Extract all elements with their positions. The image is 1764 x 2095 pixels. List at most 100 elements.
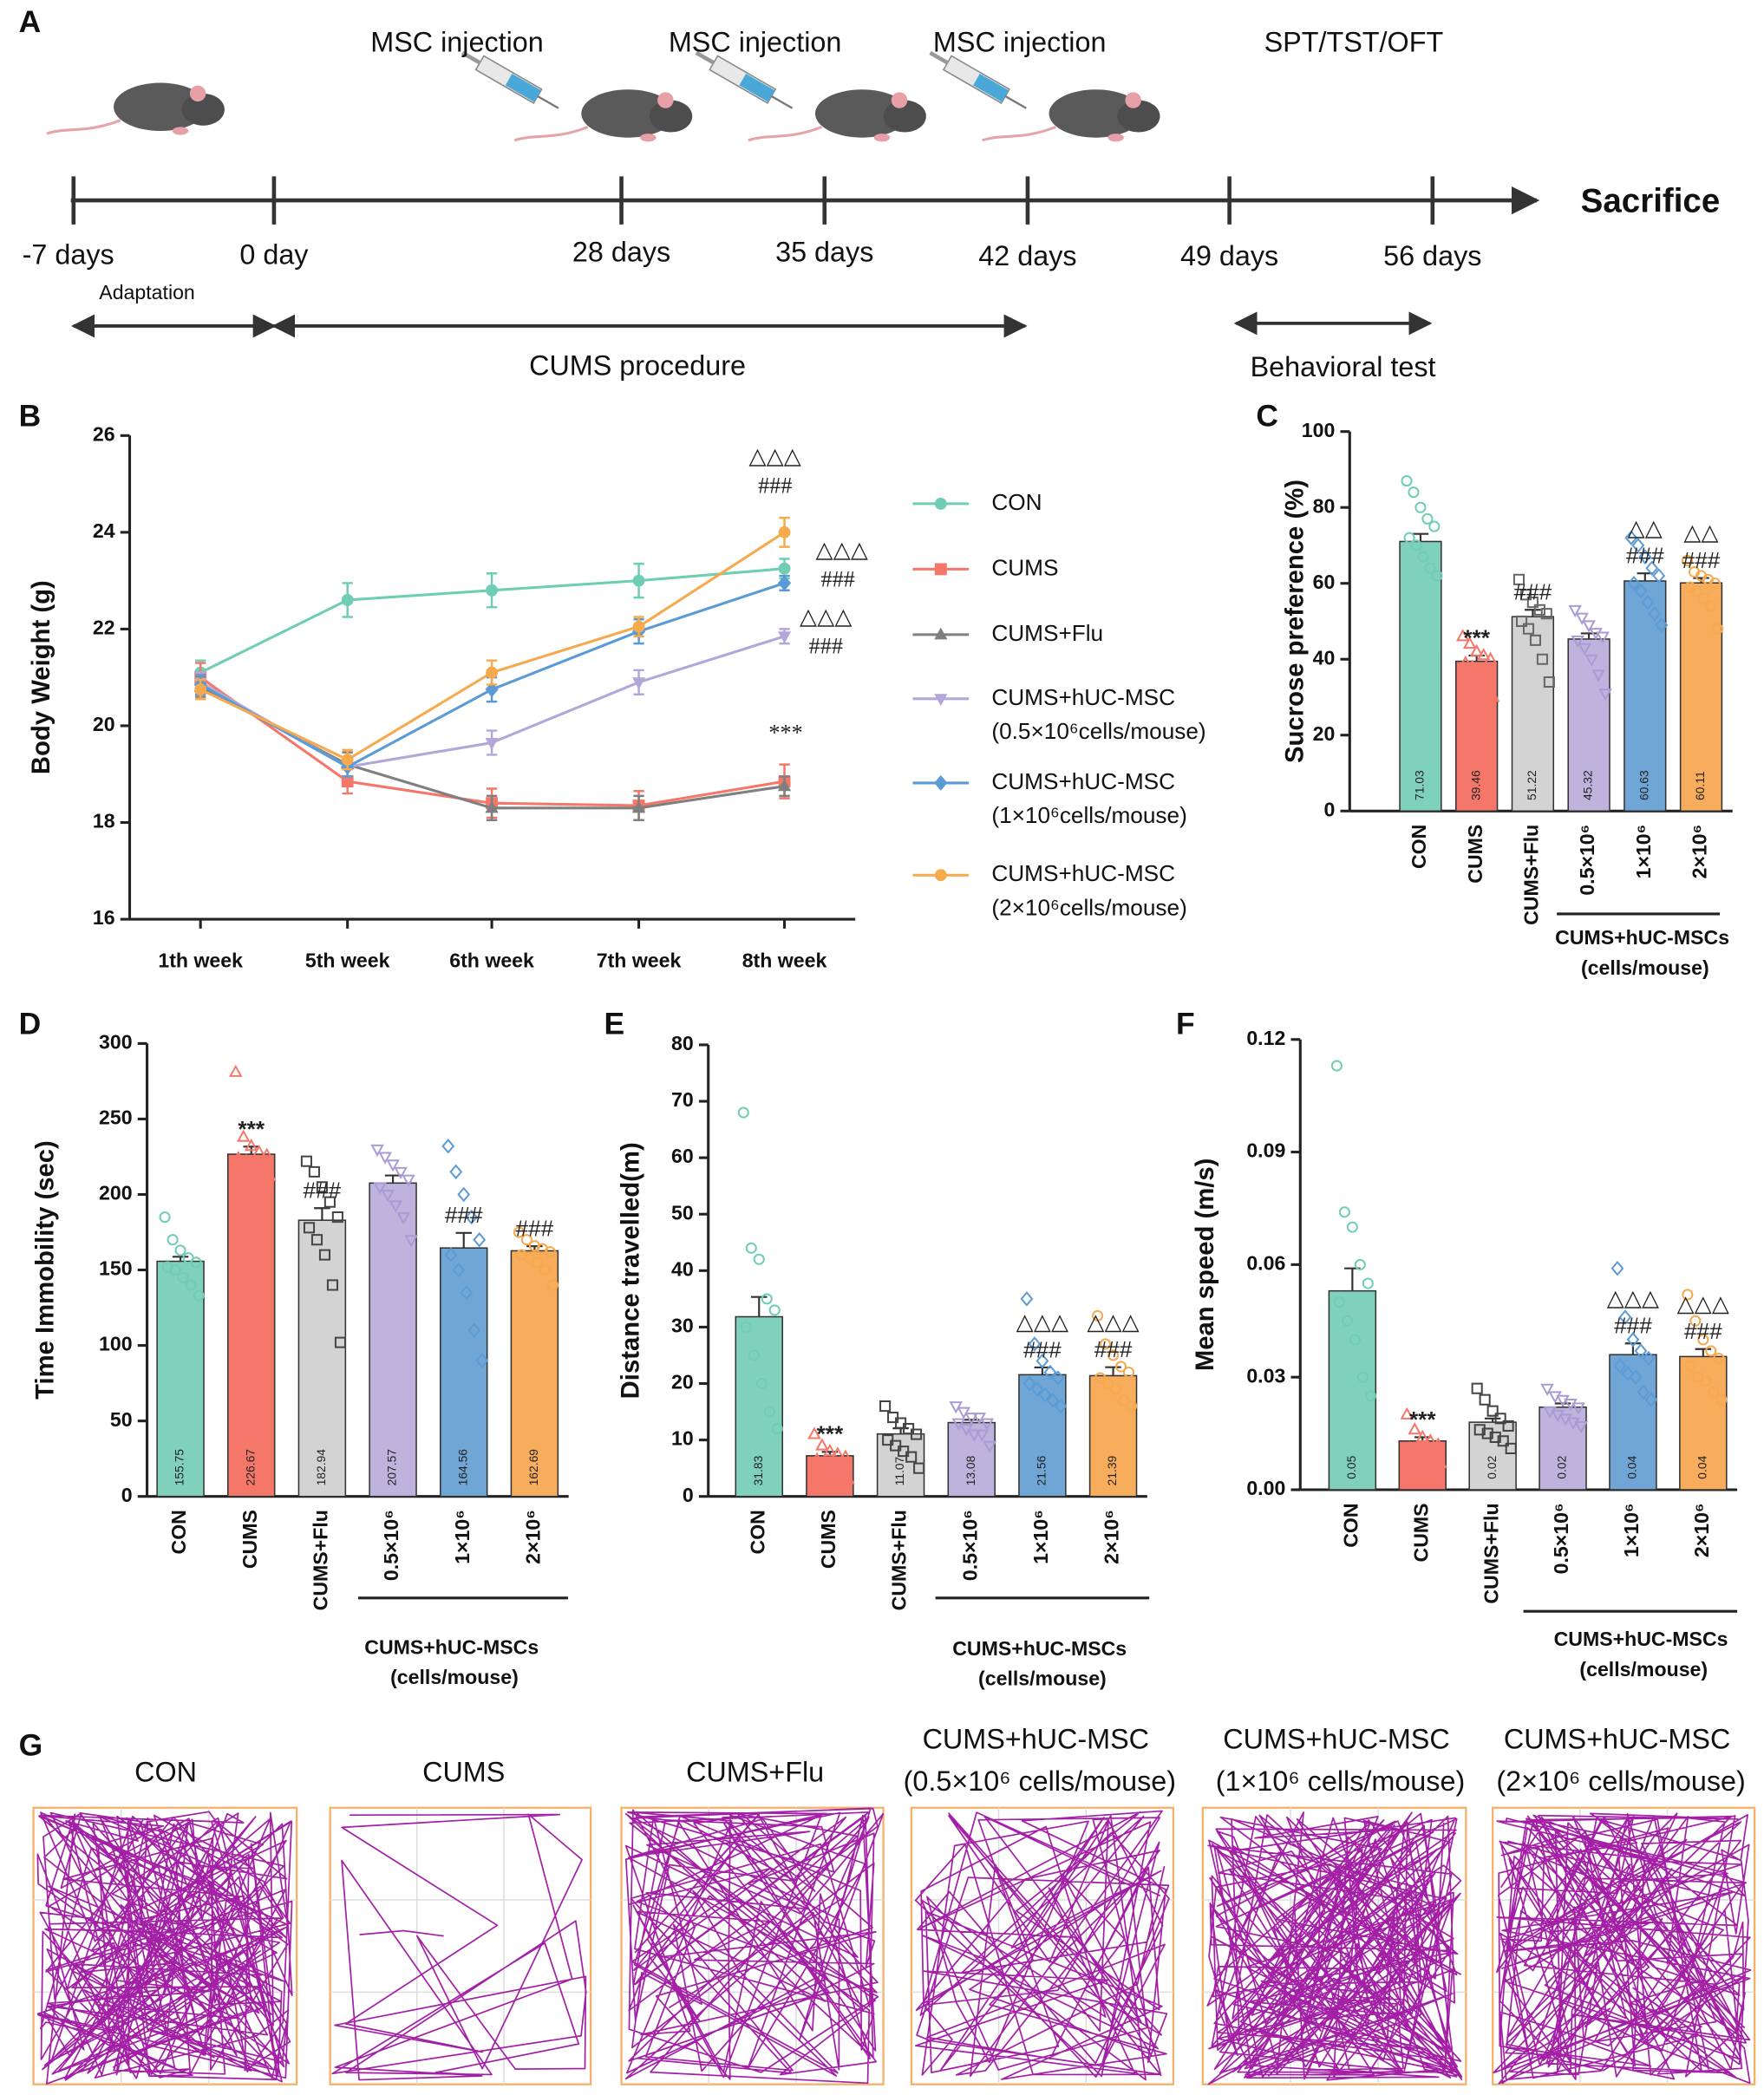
data-point [887, 1412, 899, 1424]
data-point [1522, 623, 1535, 635]
data-point [1568, 604, 1582, 618]
data-point [473, 1231, 487, 1248]
data-point [252, 1145, 266, 1158]
data-point [1689, 1315, 1702, 1327]
data-point [247, 1156, 261, 1170]
bar [806, 1455, 854, 1498]
data-point [1110, 1383, 1122, 1395]
syringe-fluid [973, 74, 1009, 102]
bar [1567, 638, 1610, 813]
x-tick-label: 1×10⁶ [1620, 1503, 1643, 1557]
x-tick-label: 6th week [449, 949, 534, 971]
text-line: (0.5×10⁶ cells/mouse) [904, 1765, 1176, 1797]
data-point [1644, 1392, 1658, 1407]
data-point [1682, 1289, 1694, 1301]
data-point [1697, 1334, 1709, 1346]
y-tick-label: 50 [671, 1201, 694, 1224]
data-point [1401, 475, 1413, 487]
significance: △△ [1683, 519, 1718, 545]
data-point [485, 737, 499, 750]
data-point [1494, 1413, 1506, 1425]
data-point [1341, 1315, 1354, 1327]
data-point [1610, 1260, 1624, 1276]
data-point [1621, 1366, 1635, 1381]
syringe-plunger [695, 50, 715, 65]
error-bar [1580, 632, 1597, 639]
text-line: (cells/mouse) [978, 1668, 1107, 1690]
x-tick-label: CUMS [1464, 825, 1486, 884]
significance: *** [817, 1421, 844, 1447]
significance: ### [821, 566, 855, 591]
significance: △△△ [1016, 1309, 1068, 1335]
data-point [159, 1211, 171, 1224]
data-point [1054, 1398, 1068, 1414]
data-point [386, 1159, 400, 1172]
data-point [193, 1289, 205, 1302]
data-point [486, 666, 499, 679]
data-point [1346, 1221, 1358, 1233]
x-tick-label: 2×10⁶ [521, 1510, 544, 1564]
data-point [1627, 575, 1641, 591]
phase-label: CUMS procedure [529, 349, 746, 381]
data-point [460, 1284, 474, 1301]
data-point [1431, 570, 1443, 582]
y-tick-label: 150 [99, 1257, 133, 1280]
y-tick-label: 70 [671, 1088, 694, 1111]
data-point [1408, 1422, 1422, 1435]
data-point [903, 1423, 915, 1435]
data-point [1637, 1384, 1650, 1400]
legend-marker [934, 694, 948, 707]
data-point [467, 1322, 481, 1338]
data-point [1471, 1382, 1483, 1394]
panel-label: A [19, 4, 42, 39]
data-point [341, 594, 354, 606]
value-label: 226.67 [243, 1449, 257, 1486]
text-line: (1×10⁶cells/mouse) [991, 802, 1186, 828]
timeline-day: 35 days [775, 236, 873, 267]
data-point [1107, 1349, 1120, 1361]
data-point [890, 1439, 902, 1452]
data-point [1705, 1345, 1717, 1357]
error-bar [384, 1174, 402, 1184]
data-point [898, 1446, 910, 1458]
data-point [1423, 1433, 1438, 1446]
value-label: 207.57 [385, 1449, 399, 1486]
data-point [1431, 1437, 1446, 1450]
data-point [1043, 1364, 1057, 1380]
x-tick-label: 0.5×10⁶ [1576, 825, 1598, 896]
y-axis-title: Body Weight (g) [28, 580, 56, 774]
y-axis-title: Sucrose preference (%) [1281, 480, 1309, 763]
data-point [402, 1174, 415, 1187]
significance: ### [1514, 579, 1552, 605]
data-point [777, 575, 792, 591]
data-point [1455, 629, 1470, 642]
data-point [1100, 1338, 1112, 1350]
data-point [378, 1152, 392, 1165]
data-point [1465, 659, 1480, 672]
value-label: 39.46 [1468, 770, 1482, 800]
data-point [818, 1454, 832, 1468]
mouse-tail [513, 125, 589, 142]
y-tick-label: 0.12 [1246, 1027, 1285, 1049]
data-point [1476, 648, 1491, 661]
data-point [1543, 675, 1555, 689]
data-point [310, 1234, 323, 1246]
y-tick-label: 10 [671, 1427, 694, 1450]
text-line: (1×10⁶ cells/mouse) [1216, 1765, 1465, 1797]
data-point [768, 1304, 781, 1316]
bar [227, 1153, 276, 1498]
data-point [370, 1144, 384, 1157]
mouse-head [883, 100, 926, 133]
error-bar [751, 1296, 768, 1317]
data-point [1624, 530, 1638, 545]
data-point [831, 1446, 845, 1459]
data-point [1571, 1402, 1585, 1415]
data-point [300, 1155, 312, 1167]
data-point [1598, 689, 1612, 702]
x-tick-label: 0.5×10⁶ [380, 1510, 402, 1581]
bar [510, 1250, 559, 1498]
y-tick-label: 26 [93, 422, 115, 445]
text-line: (0.5×10⁶cells/mouse) [991, 718, 1205, 744]
series-line [199, 531, 786, 761]
track-title: CON [134, 1757, 197, 1788]
